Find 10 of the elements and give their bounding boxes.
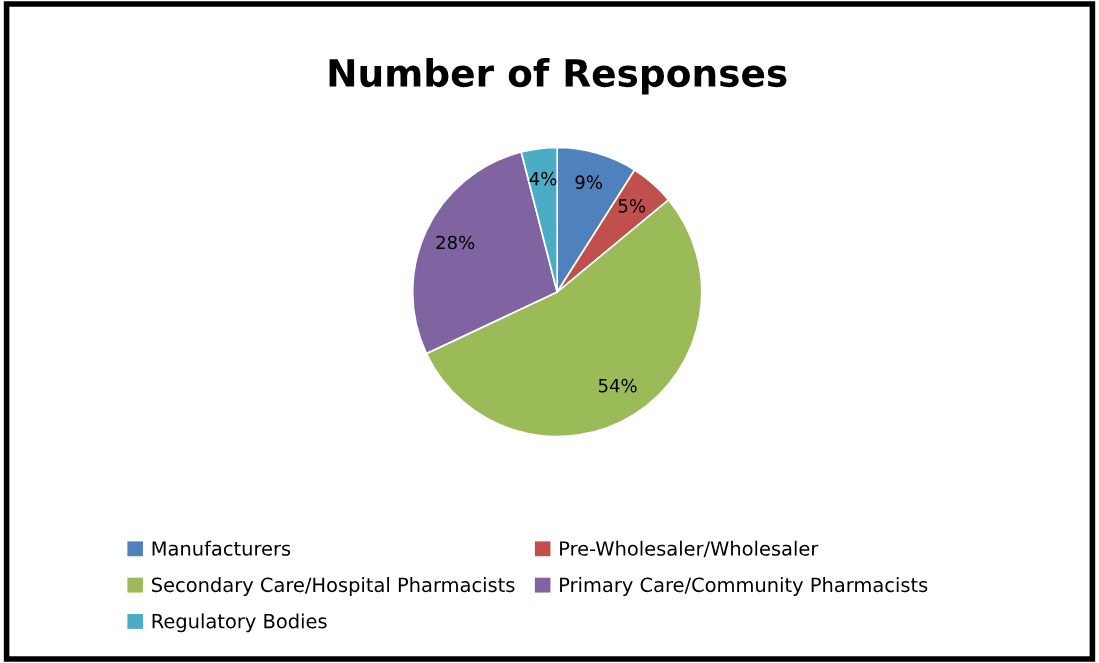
legend-label: Manufacturers (152, 540, 291, 556)
legend-label: Secondary Care/Hospital Pharmacists (152, 577, 515, 596)
legend-label: Regulatory Bodies (152, 613, 327, 633)
data-label: 28% (436, 235, 475, 250)
legend-label: Pre-Wholesaler/Wholesaler (560, 540, 819, 558)
data-label: 54% (598, 378, 637, 393)
data-label: 9% (575, 175, 602, 190)
chart-title: Number of Responses (329, 58, 787, 95)
data-label: 5% (618, 199, 646, 213)
legend-label: Primary Care/Community Pharmacists (560, 577, 928, 596)
